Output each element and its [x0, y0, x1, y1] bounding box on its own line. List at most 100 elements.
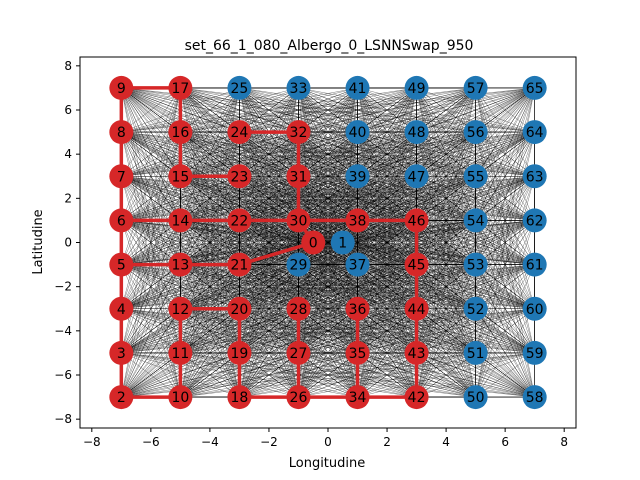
graph-edge	[180, 264, 240, 398]
node-label: 26	[290, 390, 308, 406]
y-tick-label: 6	[64, 103, 72, 117]
graph-edge	[298, 352, 358, 398]
graph-node: 63	[522, 164, 547, 189]
x-axis: −8 −6 −4 −2 0 2 4 6 8	[83, 428, 568, 449]
graph-node: 36	[345, 296, 370, 321]
node-label: 32	[290, 125, 308, 141]
node-marker	[463, 296, 488, 321]
graph-node: 3	[109, 340, 134, 365]
graph-node: 2	[109, 385, 134, 410]
graph-node: 17	[168, 75, 193, 100]
node-label: 63	[526, 169, 544, 185]
graph-node: 40	[345, 120, 370, 145]
node-label: 37	[349, 258, 367, 274]
graph-node: 52	[463, 296, 488, 321]
node-marker	[168, 208, 193, 233]
node-label: 8	[117, 125, 126, 141]
graph-node: 56	[463, 120, 488, 145]
graph-node: 43	[404, 340, 429, 365]
graph-node: 35	[345, 340, 370, 365]
graph-node: 33	[286, 75, 311, 100]
graph-edge	[121, 87, 181, 265]
node-marker	[168, 296, 193, 321]
graph-edge	[416, 87, 476, 265]
node-label: 20	[231, 302, 249, 318]
graph-edge	[239, 87, 299, 265]
node-label: 48	[408, 125, 426, 141]
node-label: 2	[117, 390, 126, 406]
node-marker	[227, 340, 252, 365]
node-marker	[522, 164, 547, 189]
x-tick-label: −8	[83, 435, 101, 449]
graph-edge	[416, 87, 476, 398]
node-label: 57	[467, 81, 485, 97]
node-label: 54	[467, 213, 485, 229]
node-marker	[463, 385, 488, 410]
node-label: 52	[467, 302, 485, 318]
graph-node: 47	[404, 164, 429, 189]
node-marker	[345, 208, 370, 233]
node-label: 36	[349, 302, 367, 318]
graph-edge	[357, 176, 417, 398]
graph-node: 37	[345, 252, 370, 277]
graph-edge	[121, 176, 181, 398]
node-marker	[345, 252, 370, 277]
graph-node: 48	[404, 120, 429, 145]
node-label: 55	[467, 169, 485, 185]
graph-node: 23	[227, 164, 252, 189]
node-label: 47	[408, 169, 426, 185]
graph-node: 53	[463, 252, 488, 277]
graph-node: 60	[522, 296, 547, 321]
node-label: 7	[117, 169, 126, 185]
node-label: 44	[408, 302, 426, 318]
graph-edge	[239, 87, 299, 398]
node-marker	[522, 252, 547, 277]
node-label: 23	[231, 169, 249, 185]
node-label: 58	[526, 390, 544, 406]
node-marker	[463, 252, 488, 277]
x-tick-label: 8	[560, 435, 568, 449]
graph-node: 41	[345, 75, 370, 100]
node-marker	[109, 208, 134, 233]
graph-edge	[475, 220, 535, 398]
node-marker	[522, 385, 547, 410]
graph-edge	[475, 87, 535, 177]
node-label: 14	[171, 213, 189, 229]
node-marker	[109, 296, 134, 321]
node-marker	[345, 340, 370, 365]
node-marker	[345, 164, 370, 189]
graph-node: 11	[168, 340, 193, 365]
node-label: 61	[526, 258, 544, 274]
node-marker	[286, 208, 311, 233]
node-label: 39	[349, 169, 367, 185]
node-marker	[463, 120, 488, 145]
y-tick-label: −8	[54, 412, 72, 426]
graph-node: 26	[286, 385, 311, 410]
node-marker	[522, 296, 547, 321]
node-marker	[286, 296, 311, 321]
x-tick-label: −6	[142, 435, 160, 449]
x-tick-label: 0	[324, 435, 332, 449]
graph-edge	[475, 87, 535, 398]
graph-edge	[239, 264, 299, 398]
node-marker	[109, 164, 134, 189]
node-label: 18	[231, 390, 249, 406]
graph-node: 10	[168, 385, 193, 410]
graph-edge	[180, 352, 240, 398]
graph-node: 54	[463, 208, 488, 233]
node-label: 65	[526, 81, 544, 97]
node-label: 56	[467, 125, 485, 141]
node-marker	[227, 164, 252, 189]
graph-edge	[475, 87, 535, 265]
graph-node: 1	[330, 230, 355, 255]
graph-node: 5	[109, 252, 134, 277]
graph-node: 39	[345, 164, 370, 189]
graph-edge	[357, 87, 417, 309]
graph-node: 8	[109, 120, 134, 145]
graph-edge	[416, 264, 476, 398]
graph-edge	[475, 308, 535, 398]
graph-node: 0	[301, 230, 326, 255]
graph-node: 58	[522, 385, 547, 410]
node-label: 51	[467, 346, 485, 362]
x-tick-label: 6	[501, 435, 509, 449]
